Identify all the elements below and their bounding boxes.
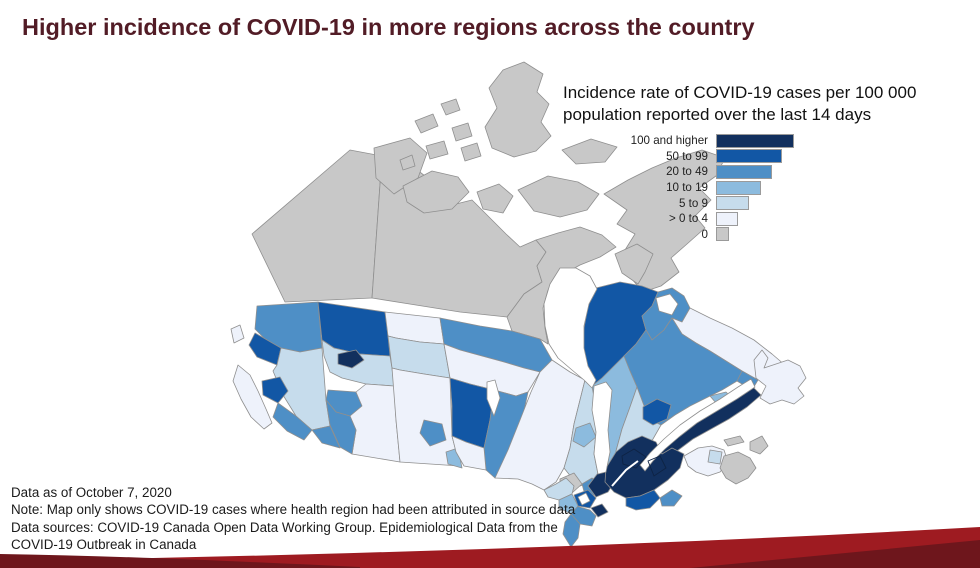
region-pei (723, 435, 745, 447)
legend-row: 100 and higher (563, 133, 963, 149)
region-bc-southeast (311, 425, 341, 449)
region-bc-vancouver-island (232, 364, 273, 430)
region-newfoundland (753, 349, 807, 405)
legend-label: 5 to 9 (678, 196, 708, 210)
region-nunavut-mainland (506, 226, 617, 345)
footer-swoosh (0, 527, 980, 568)
legend-row: 5 to 9 (563, 195, 963, 211)
region-alberta-southwest (325, 399, 357, 455)
region-sask-regina (419, 419, 447, 447)
st-lawrence-inner-sliver (611, 460, 639, 487)
lake-winnipeg-water (486, 379, 501, 417)
region-southampton-island (614, 243, 654, 285)
hudson-bay-water (543, 267, 598, 389)
page-title: Higher incidence of COVID-19 in more reg… (22, 14, 755, 40)
region-quebec-estrie (659, 489, 683, 507)
georgian-bay-water (577, 492, 591, 506)
region-ontario-southwest (558, 493, 579, 515)
legend-label: 10 to 19 (666, 181, 708, 195)
region-alberta-south (349, 383, 401, 463)
swoosh-right-dark-wedge (690, 540, 980, 568)
region-cape-breton (749, 435, 769, 455)
region-ontario-toronto (590, 503, 609, 518)
region-somerset-island (517, 175, 600, 218)
legend-row: 0 (563, 227, 963, 243)
region-small-arctic-islands (399, 98, 482, 171)
legend-swatch (716, 227, 729, 242)
region-manitoba-southwest (451, 435, 487, 471)
legend-row: 20 to 49 (563, 164, 963, 180)
legend-row: 50 to 99 (563, 149, 963, 165)
footnote-line: COVID-19 Outbreak in Canada (11, 537, 197, 553)
legend-swatch (716, 196, 749, 211)
region-bc-lower-mainland (272, 402, 313, 441)
region-yukon (251, 149, 383, 303)
region-victoria-island (402, 170, 470, 214)
region-bc-vancouver (261, 376, 289, 404)
region-devon-island (561, 138, 618, 165)
legend-title-line2: population reported over the last 14 day… (563, 104, 872, 124)
footnotes: Data as of October 7, 2020 Note: Map onl… (11, 484, 631, 554)
swoosh-main-band (0, 527, 980, 568)
james-bay-water (591, 381, 613, 475)
montreal-cluster-inner-borders (621, 448, 667, 477)
region-quebec-saguenay (642, 398, 672, 426)
legend-swatch (716, 149, 782, 164)
region-ellesmere-island (484, 61, 552, 158)
legend-label: 50 to 99 (666, 149, 708, 163)
legend-swatch (716, 211, 738, 226)
region-new-brunswick (683, 445, 729, 477)
region-ontario-timmins (572, 422, 597, 448)
region-new-brunswick-east (707, 449, 723, 465)
region-king-william-island (476, 183, 514, 214)
swoosh-left-dark-band (0, 554, 360, 568)
legend-title-line1: Incidence rate of COVID-19 cases per 100… (563, 83, 917, 102)
legend-swatch (716, 180, 761, 195)
legend-rows: 100 and higher 50 to 99 20 to 49 10 to 1… (563, 133, 963, 242)
region-quebec-monteregie (625, 489, 661, 511)
region-bc-haida-gwaii (230, 324, 245, 344)
legend-row: 10 to 19 (563, 180, 963, 196)
st-lawrence-river-water (639, 378, 756, 472)
region-bc-north-coast (248, 332, 282, 366)
legend-swatch (716, 164, 772, 179)
footnote-line: Data sources: COVID-19 Canada Open Data … (11, 519, 558, 535)
region-nova-scotia (719, 451, 757, 485)
ungava-bay-water (655, 293, 679, 316)
legend-label: > 0 to 4 (669, 212, 708, 226)
legend-label: 100 and higher (630, 134, 708, 148)
legend: Incidence rate of COVID-19 cases per 100… (563, 82, 963, 242)
footnote-line: Data as of October 7, 2020 (11, 485, 172, 500)
legend-swatch (716, 133, 794, 148)
legend-row: > 0 to 4 (563, 211, 963, 227)
footnote-line: Note: Map only shows COVID-19 cases wher… (11, 502, 576, 518)
legend-title: Incidence rate of COVID-19 cases per 100… (563, 82, 963, 125)
legend-label: 20 to 49 (666, 165, 708, 179)
region-alberta-edmonton (337, 349, 365, 369)
legend-label: 0 (701, 227, 708, 241)
region-ontario-huron-shore (543, 477, 575, 501)
